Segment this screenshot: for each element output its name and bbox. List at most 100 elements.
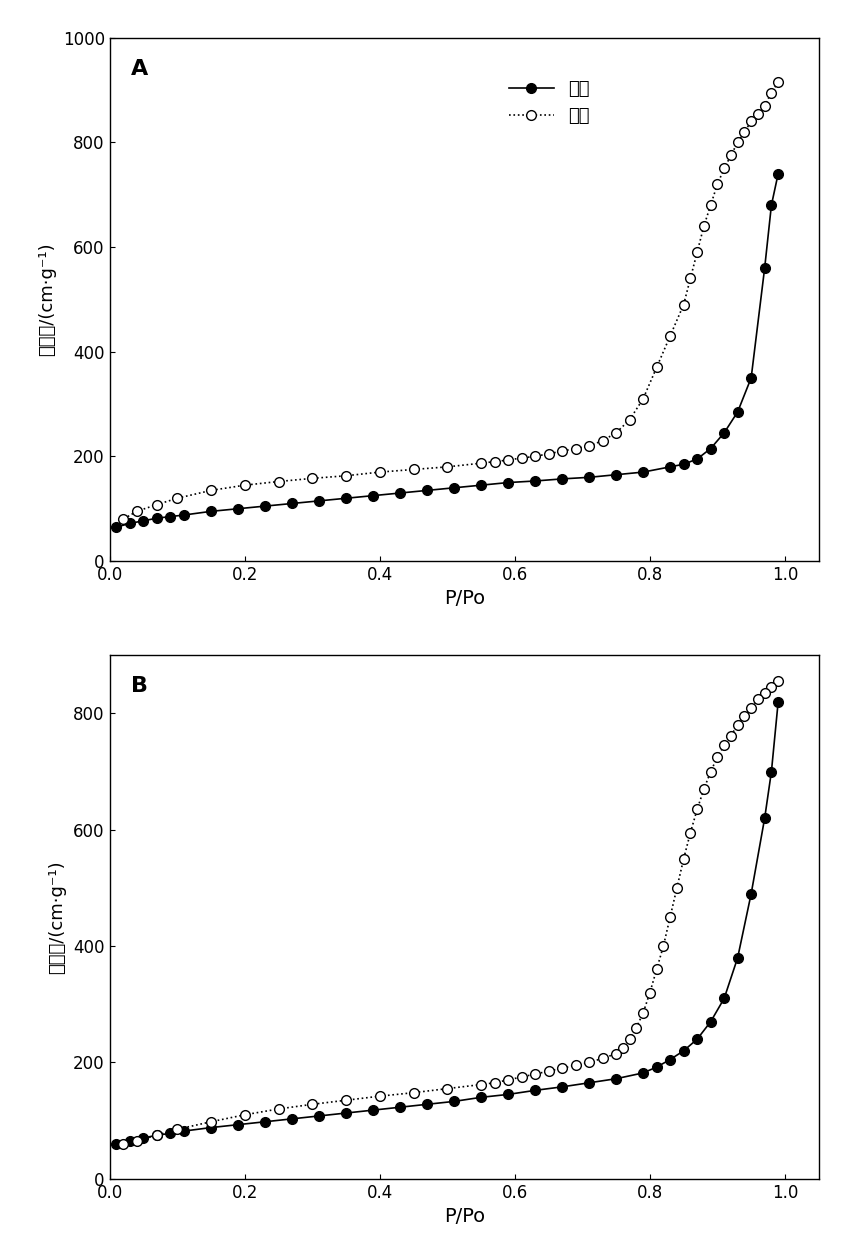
吸附 xyxy=(557,1080,567,1095)
脱附 xyxy=(706,764,716,779)
吸附 xyxy=(422,1097,432,1112)
脱附 xyxy=(517,450,527,465)
脱附 xyxy=(152,1127,162,1142)
脱附 xyxy=(760,686,770,701)
吸附 xyxy=(111,519,122,534)
脱附 xyxy=(638,391,648,406)
Legend: 吸附, 脱附: 吸附, 脱附 xyxy=(501,73,597,132)
脱附 xyxy=(658,938,668,953)
吸附 xyxy=(165,509,176,524)
脱附 xyxy=(712,177,722,192)
吸附 xyxy=(233,1117,243,1132)
吸附 xyxy=(766,764,776,779)
脱附 xyxy=(672,880,682,895)
吸附 xyxy=(638,464,648,479)
吸附 xyxy=(341,490,351,505)
脱附 xyxy=(598,1051,608,1066)
吸附 xyxy=(341,1106,351,1121)
吸附 xyxy=(260,499,270,514)
吸附 xyxy=(665,459,675,474)
吸附 xyxy=(314,1109,324,1124)
脱附 xyxy=(773,673,783,688)
脱附 xyxy=(753,107,763,122)
吸附 xyxy=(760,810,770,825)
脱附 xyxy=(273,474,284,489)
脱附 xyxy=(719,737,729,752)
X-axis label: P/Po: P/Po xyxy=(444,589,484,608)
脱附 xyxy=(733,134,743,149)
脱附 xyxy=(760,98,770,113)
Line: 脱附: 脱附 xyxy=(118,78,783,524)
吸附 xyxy=(773,695,783,710)
脱附 xyxy=(408,461,419,477)
吸附 xyxy=(287,497,297,512)
脱附 xyxy=(476,455,486,470)
脱附 xyxy=(699,218,709,233)
吸附 xyxy=(314,493,324,508)
吸附 xyxy=(125,1134,135,1149)
吸附 xyxy=(679,1043,689,1058)
脱附 xyxy=(517,1070,527,1085)
吸附 xyxy=(125,515,135,530)
吸附 xyxy=(449,480,459,495)
吸附 xyxy=(503,475,513,490)
Line: 吸附: 吸附 xyxy=(111,697,783,1149)
吸附 xyxy=(152,510,162,525)
吸附 xyxy=(449,1093,459,1109)
吸附 xyxy=(206,1120,216,1135)
脱附 xyxy=(733,717,743,732)
X-axis label: P/Po: P/Po xyxy=(444,1208,484,1226)
吸附 xyxy=(679,456,689,472)
Line: 吸附: 吸附 xyxy=(111,169,783,532)
脱附 xyxy=(341,468,351,483)
吸附 xyxy=(422,483,432,498)
吸附 xyxy=(138,1131,149,1146)
吸附 xyxy=(557,472,567,487)
吸附 xyxy=(733,951,743,966)
脱附 xyxy=(490,1075,500,1090)
脱附 xyxy=(408,1085,419,1100)
脱附 xyxy=(240,1107,250,1122)
吸附 xyxy=(260,1115,270,1130)
脱附 xyxy=(172,490,182,505)
脱附 xyxy=(712,750,722,765)
脱附 xyxy=(442,1081,452,1096)
吸附 xyxy=(746,370,756,385)
脱附 xyxy=(665,909,675,924)
吸附 xyxy=(719,425,729,440)
脱附 xyxy=(679,851,689,867)
吸附 xyxy=(733,404,743,419)
吸附 xyxy=(179,508,189,523)
脱附 xyxy=(530,1067,540,1082)
脱附 xyxy=(598,433,608,448)
脱附 xyxy=(206,483,216,498)
吸附 xyxy=(746,887,756,902)
吸附 xyxy=(706,441,716,456)
脱附 xyxy=(766,680,776,695)
脱附 xyxy=(706,198,716,213)
吸附 xyxy=(179,1124,189,1139)
脱附 xyxy=(699,781,709,796)
吸附 xyxy=(206,504,216,519)
吸附 xyxy=(165,1126,176,1141)
脱附 xyxy=(625,1032,635,1047)
吸附 xyxy=(692,451,702,466)
吸附 xyxy=(111,1136,122,1151)
脱附 xyxy=(611,1046,621,1061)
脱附 xyxy=(746,700,756,715)
脱附 xyxy=(719,161,729,176)
脱附 xyxy=(692,801,702,816)
Y-axis label: 吸附量/(cm·g⁻¹): 吸附量/(cm·g⁻¹) xyxy=(38,242,56,356)
脱附 xyxy=(726,148,736,163)
脱附 xyxy=(503,1072,513,1087)
吸附 xyxy=(476,478,486,493)
脱附 xyxy=(773,74,783,89)
脱附 xyxy=(240,478,250,493)
吸附 xyxy=(368,488,378,503)
吸附 xyxy=(638,1066,648,1081)
脱附 xyxy=(685,825,695,840)
脱附 xyxy=(118,1136,128,1151)
脱附 xyxy=(739,124,749,139)
吸附 xyxy=(233,502,243,517)
脱附 xyxy=(652,360,662,375)
